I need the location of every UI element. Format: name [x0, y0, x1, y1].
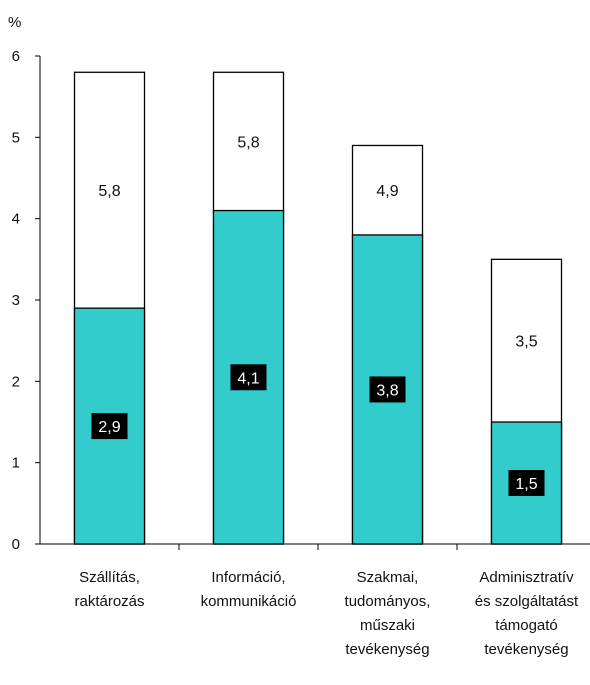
data-label-total: 3,5: [515, 334, 537, 351]
y-tick-label: 3: [12, 292, 20, 309]
data-label-inner: 4,1: [237, 370, 259, 387]
data-label-inner-box: [369, 376, 406, 403]
x-category-label: Adminisztratív és szolgáltatást támogató…: [474, 569, 579, 658]
data-label-total: 5,8: [98, 183, 120, 200]
y-tick-label: 4: [12, 211, 20, 228]
data-label-inner: 3,8: [376, 382, 398, 399]
data-label-inner: 2,9: [98, 419, 120, 436]
x-category-label: Információ, kommunikáció: [200, 569, 297, 610]
data-label-inner-box: [230, 364, 267, 391]
y-tick-label: 1: [12, 455, 20, 472]
y-tick-label: 0: [12, 536, 20, 553]
data-label-total: 4,9: [376, 183, 398, 200]
data-label-total: 5,8: [237, 134, 259, 151]
data-label-inner: 1,5: [515, 476, 537, 493]
x-category-label: Szakmai, tudományos, műszaki tevékenység: [344, 569, 431, 658]
y-tick-label: 5: [12, 129, 20, 146]
y-axis-unit-label: %: [8, 14, 22, 31]
x-category-label: Szállítás, raktározás: [74, 569, 145, 610]
data-label-inner-box: [91, 413, 128, 440]
y-tick-label: 2: [12, 373, 20, 390]
y-tick-label: 6: [12, 48, 20, 65]
data-label-inner-box: [508, 470, 545, 496]
